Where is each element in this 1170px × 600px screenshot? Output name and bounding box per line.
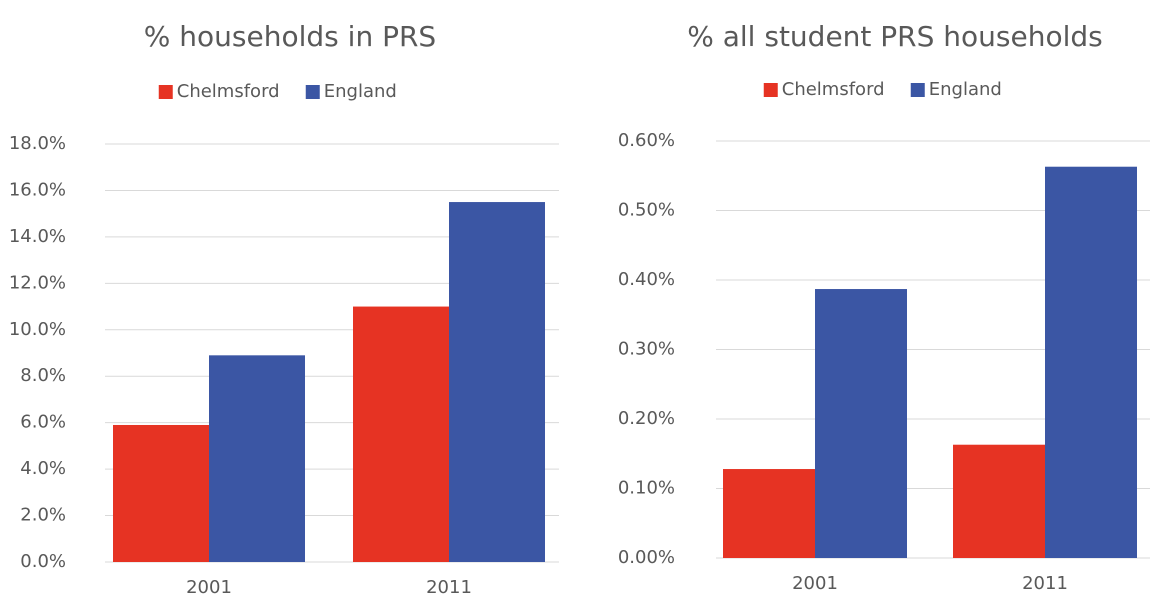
- y-tick-label: 6.0%: [20, 412, 66, 433]
- legend-swatch: [910, 83, 925, 97]
- bar: [1045, 166, 1137, 558]
- legend-swatch: [305, 85, 320, 99]
- y-tick-label: 0.20%: [618, 408, 675, 429]
- y-tick-label: 0.10%: [618, 478, 675, 499]
- y-tick-label: 0.0%: [20, 551, 66, 572]
- y-tick-label: 16.0%: [9, 179, 66, 200]
- chart-title: % all student PRS households: [687, 20, 1103, 53]
- legend-label: England: [929, 79, 1002, 100]
- x-tick-label: 2001: [186, 577, 232, 598]
- legend-swatch: [158, 85, 173, 99]
- bar: [815, 289, 907, 558]
- bar: [353, 306, 449, 562]
- chart-title: % households in PRS: [144, 20, 436, 53]
- legend-label: Chelmsford: [177, 81, 280, 102]
- legend-label: Chelmsford: [782, 79, 885, 100]
- y-tick-label: 12.0%: [9, 272, 66, 293]
- legend-swatch: [763, 83, 778, 97]
- bar: [209, 355, 305, 562]
- y-tick-label: 18.0%: [9, 133, 66, 154]
- x-tick-label: 2011: [426, 577, 472, 598]
- y-tick-label: 0.40%: [618, 269, 675, 290]
- y-tick-label: 0.30%: [618, 339, 675, 360]
- bar: [449, 202, 545, 563]
- bar: [113, 424, 209, 562]
- y-tick-label: 10.0%: [9, 319, 66, 340]
- y-tick-label: 14.0%: [9, 226, 66, 247]
- x-tick-label: 2001: [792, 573, 838, 594]
- bar: [953, 444, 1045, 558]
- y-tick-label: 4.0%: [20, 458, 66, 479]
- y-tick-label: 2.0%: [20, 505, 66, 526]
- y-tick-label: 0.00%: [618, 547, 675, 568]
- bar: [723, 469, 815, 558]
- legend-label: England: [324, 81, 397, 102]
- y-tick-label: 0.60%: [618, 130, 675, 151]
- x-tick-label: 2011: [1022, 573, 1068, 594]
- y-tick-label: 8.0%: [20, 365, 66, 386]
- y-tick-label: 0.50%: [618, 200, 675, 221]
